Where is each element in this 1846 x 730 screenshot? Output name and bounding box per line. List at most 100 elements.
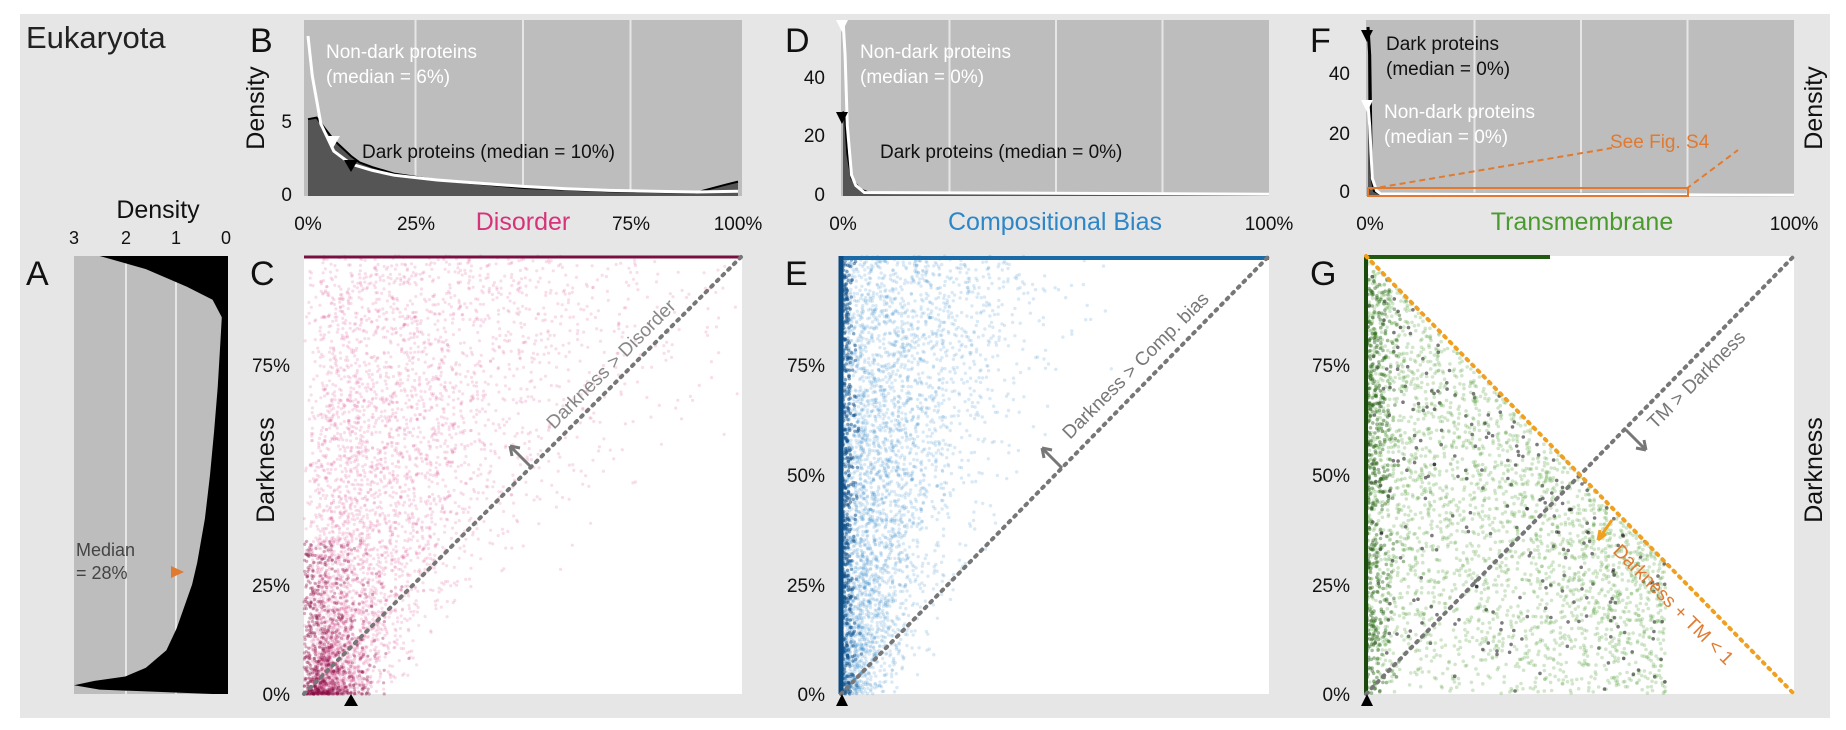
- scatter-point: [359, 433, 363, 437]
- scatter-point: [305, 583, 309, 587]
- scatter-point: [315, 374, 319, 378]
- scatter-point: [317, 475, 321, 479]
- scatter-point: [358, 520, 362, 524]
- scatter-point: [468, 477, 472, 481]
- scatter-point: [338, 351, 342, 355]
- scatter-point: [341, 602, 345, 606]
- scatter-point: [359, 340, 363, 344]
- scatter-point: [318, 570, 322, 574]
- scatter-point: [399, 326, 403, 330]
- scatter-point: [414, 473, 418, 477]
- scatter-point: [476, 537, 480, 541]
- scatter-point: [385, 420, 390, 424]
- scatter-point: [454, 531, 458, 535]
- scatter-point: [538, 276, 542, 280]
- scatter-point: [327, 649, 331, 653]
- scatter-point: [541, 266, 545, 271]
- scatter-point: [302, 657, 306, 661]
- scatter-point: [316, 614, 320, 618]
- scatter-point: [351, 602, 355, 606]
- scatter-point: [342, 629, 346, 633]
- scatter-point: [460, 400, 464, 404]
- scatter-point: [612, 329, 616, 333]
- scatter-point: [479, 318, 483, 322]
- scatter-point: [337, 494, 341, 499]
- scatter-point: [373, 330, 377, 334]
- scatter-point: [331, 581, 335, 586]
- scatter-point: [592, 411, 596, 415]
- scatter-point: [345, 593, 349, 597]
- scatter-point: [456, 266, 460, 270]
- scatter-point: [363, 474, 367, 478]
- scatter-point: [365, 285, 369, 290]
- scatter-point: [479, 447, 483, 451]
- scatter-point: [309, 612, 313, 616]
- scatter-point: [357, 272, 361, 276]
- scatter-point: [469, 301, 473, 305]
- scatter-point: [320, 579, 324, 584]
- scatter-point: [641, 365, 645, 370]
- scatter-point: [410, 274, 414, 278]
- scatter-point: [415, 552, 419, 556]
- scatter-point: [331, 319, 335, 323]
- scatter-point: [331, 679, 335, 683]
- scatter-point: [378, 275, 382, 279]
- scatter-point: [345, 689, 349, 693]
- scatter-point: [497, 456, 501, 460]
- scatter-point: [548, 333, 552, 337]
- scatter-point: [493, 452, 497, 456]
- scatter-point: [414, 315, 418, 319]
- scatter-point: [338, 536, 342, 541]
- scatter-point: [364, 363, 368, 367]
- scatter-point: [455, 579, 460, 584]
- scatter-point: [304, 645, 308, 649]
- scatter-point: [321, 488, 325, 493]
- scatter-point: [425, 382, 429, 386]
- scatter-point: [446, 490, 451, 494]
- scatter-point: [448, 283, 452, 287]
- scatter-point: [380, 440, 384, 444]
- scatter-point: [398, 486, 402, 490]
- scatter-point: [662, 344, 666, 348]
- scatter-point: [511, 473, 515, 477]
- panel-b-dark-median-marker: [344, 160, 358, 172]
- scatter-point: [398, 495, 403, 499]
- scatter-point: [316, 600, 320, 604]
- scatter-point: [349, 448, 353, 452]
- scatter-point: [382, 681, 386, 685]
- scatter-point: [415, 530, 419, 534]
- scatter-point: [400, 408, 404, 412]
- scatter-point: [501, 417, 505, 421]
- scatter-point: [539, 338, 544, 342]
- scatter-point: [407, 603, 411, 608]
- scatter-point: [407, 374, 411, 378]
- scatter-point: [410, 649, 414, 653]
- scatter-point: [491, 335, 495, 339]
- scatter-point: [357, 340, 361, 344]
- scatter-point: [346, 358, 350, 362]
- scatter-point: [336, 327, 340, 331]
- scatter-point: [326, 523, 330, 527]
- scatter-point: [355, 358, 359, 362]
- scatter-point: [517, 289, 521, 293]
- scatter-point: [321, 642, 325, 647]
- scatter-point: [362, 559, 366, 563]
- scatter-point: [318, 555, 322, 559]
- scatter-point: [341, 633, 345, 638]
- scatter-point: [320, 554, 324, 558]
- scatter-point: [317, 491, 321, 495]
- scatter-point: [396, 407, 400, 411]
- scatter-point: [355, 404, 359, 408]
- scatter-point: [515, 401, 519, 405]
- scatter-point: [385, 317, 389, 321]
- scatter-point: [345, 484, 349, 489]
- scatter-point: [417, 517, 421, 521]
- scatter-point: [472, 320, 476, 324]
- scatter-point: [378, 627, 383, 631]
- scatter-point: [511, 501, 516, 505]
- scatter-point: [471, 533, 475, 537]
- scatter-point: [496, 308, 501, 312]
- scatter-point: [458, 372, 462, 376]
- scatter-point: [321, 660, 325, 664]
- scatter-point: [352, 564, 356, 568]
